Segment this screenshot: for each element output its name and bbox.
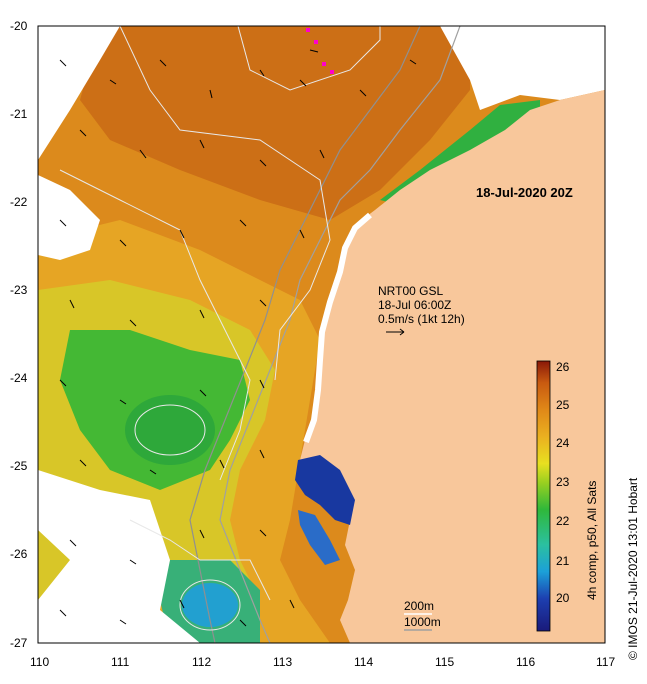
- bay-inner-water: [298, 510, 340, 565]
- colorbar-tick-23: 23: [556, 475, 570, 489]
- vector-info-line3: 0.5m/s (1kt 12h): [378, 312, 465, 326]
- timestamp-label: 18-Jul-2020 20Z: [476, 185, 573, 200]
- cloud-mask-southwest: [38, 470, 200, 643]
- sst-isotherms: [59, 26, 381, 631]
- contour-label-200m: 200m: [404, 599, 434, 613]
- sst-eddy-core: [125, 395, 215, 465]
- colorbar: [536, 360, 551, 632]
- contour-label-1000m: 1000m: [404, 615, 441, 629]
- y-tick-20: -20: [10, 19, 28, 33]
- x-tick-116: 116: [516, 655, 535, 669]
- bathymetry-contours: [189, 26, 461, 643]
- colorbar-tick-21: 21: [556, 554, 570, 568]
- colorbar-ticks: 20 21 22 23 24 25 26: [556, 360, 570, 605]
- x-tick-113: 113: [273, 655, 292, 669]
- bay-cold-water: [295, 455, 355, 525]
- sst-hot-north: [80, 26, 470, 220]
- cloud-mask-northwest: [38, 26, 120, 160]
- colorbar-label: 4h comp, p50, All Sats: [585, 481, 599, 600]
- cloud-mask-west: [38, 175, 100, 260]
- colorbar-tick-22: 22: [556, 514, 570, 528]
- x-tick-112: 112: [192, 655, 211, 669]
- colorbar-tick-26: 26: [556, 360, 570, 374]
- vector-info-line2: 18-Jul 06:00Z: [378, 298, 451, 312]
- colorbar-tick-24: 24: [556, 436, 570, 450]
- y-axis: -20 -21 -22 -23 -24 -25 -26 -27: [10, 19, 28, 650]
- coast-fringe: [303, 212, 372, 444]
- colorbar-tick-20: 20: [556, 591, 570, 605]
- vector-scale-arrow: [386, 328, 405, 336]
- y-tick-27: -27: [10, 636, 28, 650]
- map-panel: [38, 26, 605, 643]
- y-tick-23: -23: [10, 283, 28, 297]
- x-tick-117: 117: [596, 655, 615, 669]
- colorbar-tick-25: 25: [556, 398, 570, 412]
- current-vectors: [59, 49, 417, 627]
- magenta-markers: [306, 28, 334, 74]
- x-tick-114: 114: [354, 655, 373, 669]
- y-tick-22: -22: [10, 195, 28, 209]
- x-tick-115: 115: [435, 655, 454, 669]
- x-tick-110: 110: [30, 655, 49, 669]
- sst-southwest-core: [182, 583, 238, 627]
- credit-text: © IMOS 21-Jul-2020 13:01 Hobart: [626, 477, 640, 660]
- land-mass: [300, 90, 605, 643]
- x-axis: 110 111 112 113 114 115 116 117: [30, 655, 615, 669]
- y-tick-26: -26: [10, 547, 28, 561]
- y-tick-24: -24: [10, 371, 28, 385]
- y-tick-21: -21: [10, 107, 28, 121]
- cloud-mask-northeast: [440, 26, 605, 110]
- y-tick-25: -25: [10, 459, 28, 473]
- map-frame: [37, 25, 606, 644]
- contour-200m: [219, 26, 461, 643]
- x-tick-111: 111: [111, 655, 130, 669]
- vector-info-line1: NRT00 GSL: [378, 284, 443, 298]
- contour-1000m: [189, 26, 421, 643]
